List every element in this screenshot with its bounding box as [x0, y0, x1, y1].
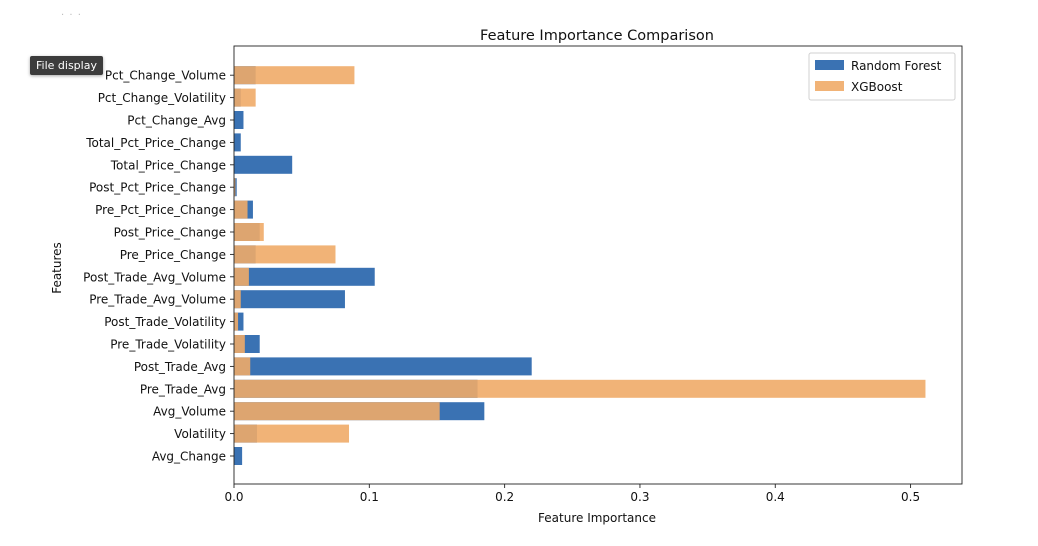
- y-tick-label-pct-change-avg: Pct_Change_Avg: [127, 114, 226, 128]
- y-tick-label-pre-pct-price-change: Pre_Pct_Price_Change: [95, 203, 226, 217]
- x-tick-label-1: 0.1: [360, 490, 379, 504]
- x-axis-label: Feature Importance: [538, 511, 656, 525]
- bar-random-forest-pre-trade-avg-volume: [234, 290, 345, 309]
- y-tick-label-pre-price-change: Pre_Price_Change: [120, 248, 226, 262]
- y-axis-label: Features: [50, 242, 64, 294]
- bar-random-forest-avg-change: [234, 447, 243, 465]
- legend: Random Forest XGBoost: [808, 52, 956, 101]
- y-tick-label-total-pct-price-change: Total_Pct_Price_Change: [85, 136, 226, 150]
- y-tick-label-avg-volume: Avg_Volume: [153, 405, 226, 419]
- x-tick-label-5: 0.5: [901, 490, 920, 504]
- x-tick-label-0: 0.0: [224, 490, 243, 504]
- legend-swatch-xgboost: [815, 81, 844, 91]
- y-tick-label-pct-change-volume: Pct_Change_Volume: [105, 69, 226, 83]
- bar-random-forest-total-pct-price-change: [234, 133, 241, 152]
- x-tick-label-4: 0.4: [766, 490, 785, 504]
- x-tick-label-2: 0.2: [495, 490, 514, 504]
- y-tick-label-total-price-change: Total_Price_Change: [110, 158, 226, 172]
- legend-label-xgboost: XGBoost: [851, 80, 903, 94]
- bar-xgboost-pct-change-volume: [234, 66, 355, 85]
- bar-xgboost-post-price-change: [234, 223, 264, 241]
- bar-xgboost-pre-trade-avg: [234, 379, 926, 398]
- bar-xgboost-avg-volume: [234, 402, 440, 421]
- bar-random-forest-pct-change-avg: [234, 111, 244, 129]
- y-tick-label-post-trade-avg: Post_Trade_Avg: [134, 360, 226, 374]
- bar-xgboost-post-trade-volatility: [234, 312, 239, 331]
- y-tick-label-pre-trade-avg: Pre_Trade_Avg: [140, 382, 226, 396]
- y-tick-label-pct-change-volatility: Pct_Change_Volatility: [98, 91, 226, 105]
- bar-xgboost-post-trade-avg-volume: [234, 267, 249, 286]
- y-tick-label-post-trade-avg-volume: Post_Trade_Avg_Volume: [83, 270, 226, 284]
- x-tick-label-3: 0.3: [630, 490, 649, 504]
- y-tick-label-volatility: Volatility: [174, 427, 226, 441]
- legend-box: [808, 52, 956, 101]
- bar-xgboost-volatility: [234, 424, 350, 443]
- bar-random-forest-post-trade-avg: [234, 357, 532, 376]
- xgboost-bars: [234, 66, 926, 443]
- top-edge-text-fragment: · · ·: [61, 10, 82, 21]
- y-tick-label-post-trade-volatility: Post_Trade_Volatility: [104, 315, 226, 329]
- bar-xgboost-pre-pct-price-change: [234, 200, 248, 219]
- legend-swatch-random-forest: [815, 60, 844, 70]
- bar-xgboost-pct-change-volatility: [234, 88, 256, 107]
- x-tick-labels: 0.0 0.1 0.2 0.3 0.4 0.5: [224, 484, 920, 504]
- chart-title: Feature Importance Comparison: [480, 28, 714, 44]
- file-display-tooltip: File display: [30, 56, 103, 75]
- bar-random-forest-total-price-change: [234, 155, 293, 174]
- bar-xgboost-post-pct-price-change: [234, 178, 236, 197]
- legend-label-random-forest: Random Forest: [851, 59, 942, 73]
- y-tick-label-avg-change: Avg_Change: [152, 450, 226, 464]
- bar-xgboost-pre-price-change: [234, 245, 336, 264]
- plot-border: [233, 45, 963, 485]
- y-tick-labels: Avg_Change Volatility Avg_Volume Pre_Trade_…: [83, 69, 234, 464]
- y-tick-label-pre-trade-volatility: Pre_Trade_Volatility: [110, 338, 226, 352]
- bar-random-forest-post-trade-avg-volume: [234, 267, 375, 286]
- bar-random-forest-post-trade-volatility: [234, 312, 244, 331]
- y-tick-label-post-pct-price-change: Post_Pct_Price_Change: [89, 181, 226, 195]
- bar-xgboost-pre-trade-volatility: [234, 335, 245, 353]
- bar-xgboost-post-trade-avg: [234, 357, 251, 376]
- bar-xgboost-pre-trade-avg-volume: [234, 290, 241, 309]
- y-tick-label-pre-trade-avg-volume: Pre_Trade_Avg_Volume: [89, 293, 226, 307]
- y-tick-label-post-price-change: Post_Price_Change: [114, 226, 226, 240]
